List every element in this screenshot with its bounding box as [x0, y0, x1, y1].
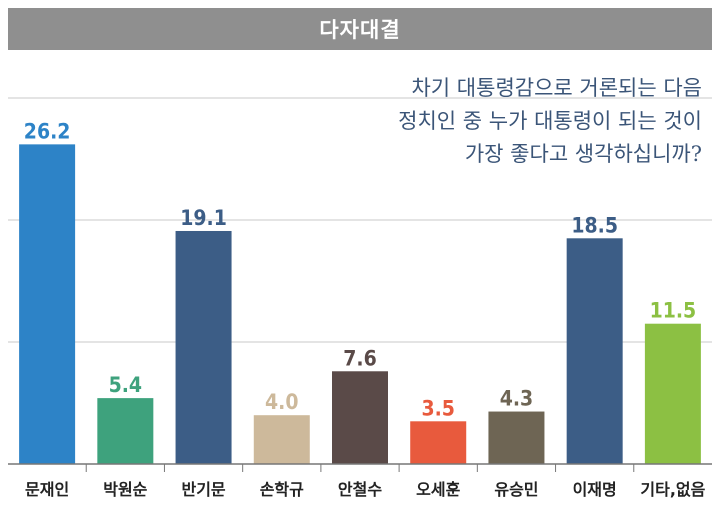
- bar-기타,없음: [644, 323, 701, 464]
- value-labels: 26.2 5.4 19.1 4.0 7.6 3.5 4.3 18.5 11.5: [24, 119, 696, 420]
- category-label: 이재명: [573, 480, 617, 499]
- value-label: 7.6: [343, 346, 376, 370]
- value-label: 4.3: [500, 387, 533, 411]
- category-label: 문재인: [25, 480, 69, 499]
- value-label: 5.4: [109, 373, 142, 397]
- survey-question: 차기 대통령감으로 거론되는 다음 정치인 중 누가 대통령이 되는 것이 가장…: [232, 72, 702, 171]
- value-label: 3.5: [421, 396, 454, 420]
- bar-박원순: [97, 398, 154, 464]
- category-label: 손학규: [260, 480, 304, 499]
- chart-title-banner: 다자대결: [8, 8, 712, 50]
- bar-이재명: [566, 238, 623, 464]
- value-label: 19.1: [180, 206, 227, 230]
- value-label: 4.0: [265, 390, 298, 414]
- bar-안철수: [332, 371, 388, 464]
- question-line-3: 가장 좋다고 생각하십니까?: [464, 142, 702, 166]
- category-label: 기타,없음: [640, 480, 705, 499]
- bar-오세훈: [410, 421, 467, 464]
- value-label: 26.2: [24, 119, 71, 143]
- category-label: 박원순: [103, 480, 147, 499]
- bar-반기문: [175, 230, 232, 464]
- value-label: 11.5: [650, 299, 697, 323]
- category-label: 유승민: [494, 480, 538, 499]
- bar-손학규: [253, 415, 310, 464]
- value-label: 18.5: [571, 213, 618, 237]
- category-label: 오세훈: [416, 480, 460, 499]
- question-line-2: 정치인 중 누가 대통령이 되는 것이: [398, 109, 702, 133]
- category-label: 안철수: [338, 480, 382, 499]
- category-labels: 문재인 박원순 반기문 손학규 안철수 오세훈 유승민 이재명 기타,없음: [25, 464, 706, 499]
- bar-문재인: [19, 144, 76, 465]
- bar-유승민: [488, 411, 545, 464]
- question-line-1: 차기 대통령감으로 거론되는 다음: [411, 76, 702, 100]
- bars: [19, 144, 701, 465]
- category-label: 반기문: [181, 480, 225, 499]
